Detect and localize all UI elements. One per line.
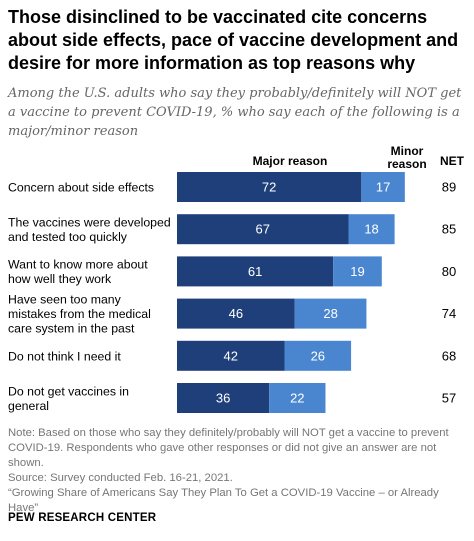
- chart-notes: Note: Based on those who say they defini…: [8, 426, 470, 516]
- chart-subtitle: Among the U.S. adults who say they proba…: [8, 86, 462, 139]
- bar-major: [177, 172, 362, 202]
- bar-major: [177, 340, 285, 371]
- bar-minor-label: 19: [350, 264, 364, 279]
- category-label-line: how well they work: [8, 272, 112, 286]
- bar-major: [177, 383, 270, 413]
- bar-chart: 72 17 89 Concern about side effects 67 18 85 Th…: [8, 172, 456, 413]
- category-label: Have seen too many mistakes from the medi…: [8, 293, 151, 336]
- category-label-line: Do not get vaccines in: [8, 384, 129, 398]
- category-label-line: and tested too quickly: [8, 230, 128, 244]
- bar-major-label: 42: [224, 348, 238, 363]
- category-label-line: Do not think I need it: [8, 349, 121, 363]
- bar-major-label: 61: [248, 264, 262, 279]
- source-text: Source: Survey conducted Feb. 16-21, 202…: [8, 472, 233, 484]
- category-label: Do not think I need it: [8, 349, 121, 363]
- bar-minor-label: 26: [311, 348, 325, 363]
- category-label-line: Have seen too many: [8, 293, 122, 307]
- net-value: 85: [442, 222, 456, 237]
- bar-major-label: 36: [216, 391, 230, 406]
- category-label-line: The vaccines were developed: [8, 215, 171, 229]
- bar-minor-label: 17: [376, 180, 390, 195]
- net-value: 89: [442, 180, 456, 195]
- category-label-line: general: [8, 399, 49, 413]
- bar-minor: [294, 298, 367, 329]
- bar-minor: [333, 256, 382, 287]
- major-reason-header: Major reason: [252, 154, 328, 168]
- organization-name: PEW RESEARCH CENTER: [8, 512, 157, 524]
- bar-minor-label: 28: [323, 306, 337, 321]
- bar-major: [177, 298, 295, 329]
- net-header: NET: [440, 154, 464, 168]
- category-label-line: Want to know more about: [8, 258, 148, 272]
- bar-minor: [361, 172, 405, 202]
- bar-minor: [269, 383, 326, 413]
- bar-major: [177, 214, 349, 245]
- net-value: 74: [442, 306, 456, 321]
- bar-minor-label: 18: [364, 222, 378, 237]
- category-label-line: mistakes from the medical: [8, 307, 151, 321]
- report-title: “Growing Share of Americans Say They Pla…: [8, 487, 439, 514]
- bar-major-label: 46: [229, 306, 243, 321]
- chart-title: Those disinclined to be vaccinated cite …: [8, 7, 459, 73]
- category-label: Concern about side effects: [8, 181, 154, 195]
- net-value: 57: [442, 391, 456, 406]
- bar-major: [177, 256, 334, 287]
- bar-minor-label: 22: [290, 391, 304, 406]
- bar-minor: [348, 214, 395, 245]
- minor-reason-header-line1: Minor: [390, 144, 424, 158]
- minor-reason-header-line2: reason: [387, 157, 427, 171]
- category-label: The vaccines were developed and tested to…: [8, 215, 171, 244]
- bar-minor: [284, 340, 352, 371]
- bar-major-label: 67: [256, 222, 270, 237]
- note-text: Note: Based on those who say they defini…: [8, 427, 449, 469]
- category-label-line: care system in the past: [8, 322, 135, 336]
- net-value: 68: [442, 348, 456, 363]
- category-label: Do not get vaccines in general: [8, 384, 129, 413]
- bar-major-label: 72: [262, 180, 276, 195]
- category-label: Want to know more about how well they wor…: [8, 258, 148, 287]
- net-value: 80: [442, 264, 456, 279]
- category-label-line: Concern about side effects: [8, 181, 154, 195]
